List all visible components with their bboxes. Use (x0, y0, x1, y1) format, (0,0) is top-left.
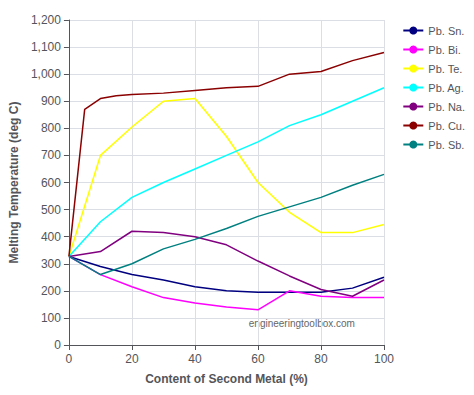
svg-text:Pb. Bi.: Pb. Bi. (428, 44, 460, 56)
svg-text:40: 40 (188, 352, 202, 366)
svg-text:200: 200 (41, 284, 61, 298)
svg-text:0: 0 (54, 338, 61, 352)
svg-text:20: 20 (125, 352, 139, 366)
svg-text:1,100: 1,100 (31, 40, 61, 54)
svg-text:Melting Temperature (deg C): Melting Temperature (deg C) (7, 102, 21, 264)
svg-text:100: 100 (374, 352, 394, 366)
svg-text:1,000: 1,000 (31, 67, 61, 81)
svg-text:400: 400 (41, 230, 61, 244)
svg-text:Pb. Cu.: Pb. Cu. (428, 120, 465, 132)
svg-text:Content of Second Metal (%): Content of Second Metal (%) (145, 372, 308, 386)
svg-text:60: 60 (251, 352, 265, 366)
svg-text:700: 700 (41, 148, 61, 162)
svg-text:Pb. Te.: Pb. Te. (428, 63, 462, 75)
svg-text:1,200: 1,200 (31, 13, 61, 27)
svg-text:300: 300 (41, 257, 61, 271)
svg-text:Pb. Sb.: Pb. Sb. (428, 139, 464, 151)
svg-text:900: 900 (41, 94, 61, 108)
svg-text:engineeringtoolbox.com: engineeringtoolbox.com (249, 318, 355, 329)
svg-text:Pb. Na.: Pb. Na. (428, 101, 465, 113)
svg-text:500: 500 (41, 203, 61, 217)
svg-text:600: 600 (41, 176, 61, 190)
svg-text:0: 0 (66, 352, 73, 366)
svg-text:Pb. Ag.: Pb. Ag. (428, 82, 463, 94)
svg-text:80: 80 (314, 352, 328, 366)
svg-text:100: 100 (41, 311, 61, 325)
svg-text:Pb. Sn.: Pb. Sn. (428, 25, 464, 37)
svg-text:800: 800 (41, 121, 61, 135)
